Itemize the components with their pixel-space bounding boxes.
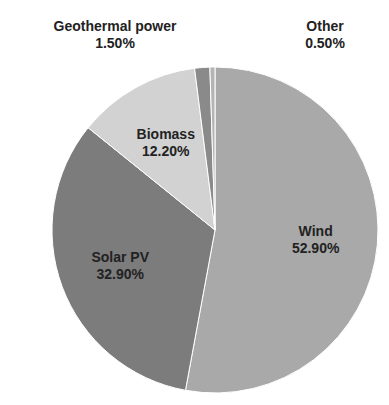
svg-text:Wind52.90%: Wind52.90%	[292, 223, 340, 256]
svg-text:Biomass12.20%: Biomass12.20%	[137, 126, 196, 159]
svg-text:Other0.50%: Other0.50%	[305, 18, 345, 51]
svg-text:Geothermal power1.50%: Geothermal power1.50%	[54, 18, 177, 51]
svg-text:Solar PV32.90%: Solar PV32.90%	[91, 249, 149, 282]
